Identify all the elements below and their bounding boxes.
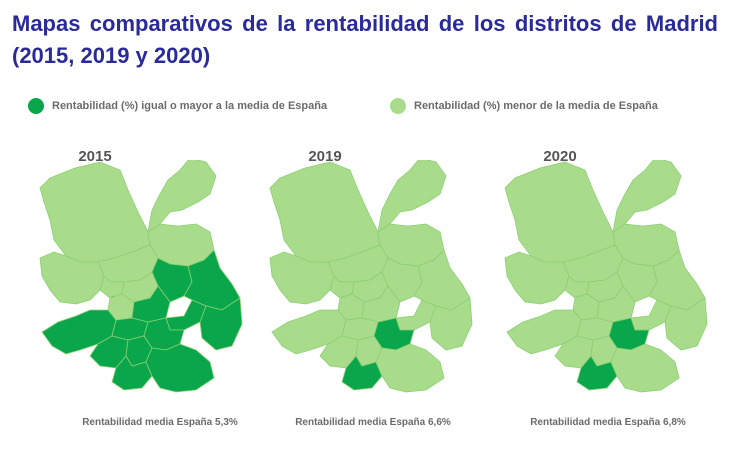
- district-moratalaz: [630, 299, 672, 331]
- district-fuencarral: [269, 161, 381, 263]
- district-villa-vallecas: [145, 343, 215, 393]
- district-villa-vallecas: [375, 343, 445, 393]
- map-year-label: 2020: [543, 148, 577, 165]
- district-moratalaz: [395, 299, 437, 331]
- map-caption-2015: Rentabilidad media España 5,3%: [82, 417, 238, 428]
- legend-dot-low: [390, 98, 406, 114]
- madrid-district-map: [269, 160, 473, 393]
- map-panel-2015: 2015: [20, 140, 250, 400]
- legend-label-high: Rentabilidad (%) igual o mayor a la medi…: [52, 100, 328, 112]
- madrid-district-map: [504, 160, 708, 393]
- district-fuencarral: [39, 161, 151, 263]
- district-vicalvaro: [664, 297, 708, 351]
- map-panel-2019: 2019: [250, 140, 480, 400]
- district-vicalvaro: [429, 297, 473, 351]
- map-caption-2019: Rentabilidad media España 6,6%: [295, 417, 451, 428]
- legend-label-low: Rentabilidad (%) menor de la media de Es…: [414, 100, 658, 112]
- map-panel-2020: 2020: [485, 140, 715, 400]
- map-caption-2020: Rentabilidad media España 6,8%: [530, 417, 686, 428]
- map-year-label: 2019: [308, 148, 342, 165]
- district-villa-vallecas: [610, 343, 680, 393]
- legend-dot-high: [28, 98, 44, 114]
- district-barajas: [147, 160, 217, 233]
- legend-item-high: Rentabilidad (%) igual o mayor a la medi…: [28, 96, 327, 116]
- madrid-district-map: [39, 160, 243, 393]
- district-vicalvaro: [199, 297, 243, 351]
- district-barajas: [612, 160, 682, 233]
- district-moratalaz: [165, 299, 207, 331]
- district-fuencarral: [504, 161, 616, 263]
- legend-item-low: Rentabilidad (%) menor de la media de Es…: [390, 96, 658, 116]
- district-barajas: [377, 160, 447, 233]
- page-title: Mapas comparativos de la rentabilidad de…: [12, 11, 718, 68]
- map-year-label: 2015: [78, 148, 112, 165]
